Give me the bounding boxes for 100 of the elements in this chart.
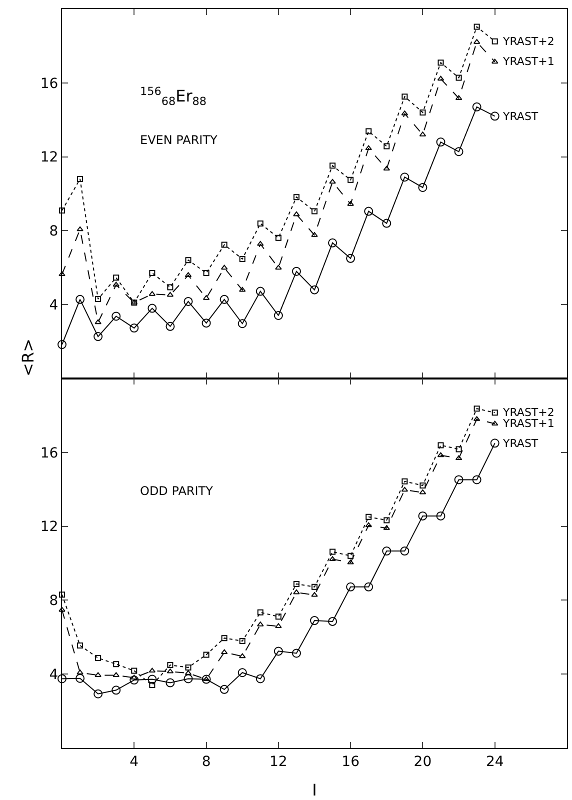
point (130, 324, 139, 333)
point (311, 232, 318, 237)
y-tick-label: 12 (40, 519, 58, 536)
point (130, 674, 138, 680)
point (456, 74, 462, 81)
point (202, 318, 211, 328)
point (328, 238, 338, 248)
point (292, 266, 301, 276)
point (402, 94, 408, 100)
point (112, 672, 120, 677)
point (148, 668, 156, 673)
point (328, 616, 338, 626)
point (311, 592, 318, 597)
y-tick-label: 12 (40, 150, 58, 166)
point (492, 410, 498, 416)
y-tick-label: 4 (49, 298, 58, 314)
point (94, 689, 103, 698)
point (292, 648, 301, 658)
point (490, 112, 500, 121)
point (293, 211, 300, 216)
point (257, 622, 264, 626)
point (474, 24, 480, 30)
x-tick-label: 8 (202, 754, 211, 770)
point (76, 226, 84, 232)
point (437, 76, 444, 81)
point (256, 674, 265, 684)
point (112, 312, 121, 321)
point (77, 642, 84, 648)
point (364, 206, 374, 216)
point (310, 285, 319, 294)
point (274, 311, 283, 320)
x-tick-label: 4 (130, 754, 139, 770)
point (472, 102, 482, 112)
point (76, 674, 85, 683)
point (275, 264, 282, 270)
point (454, 475, 464, 484)
point (329, 556, 336, 561)
point (58, 340, 66, 350)
point (58, 606, 66, 612)
point (330, 162, 336, 169)
series-label: YRAST (502, 437, 538, 450)
point (346, 254, 356, 263)
point (113, 661, 120, 668)
point (203, 652, 210, 658)
point (420, 109, 426, 116)
point (203, 270, 210, 276)
point (382, 546, 392, 556)
point (491, 58, 498, 64)
point (185, 664, 192, 670)
point (95, 655, 102, 662)
point (382, 218, 392, 228)
point (365, 145, 372, 150)
point (438, 60, 444, 66)
point (238, 653, 246, 658)
point (400, 172, 410, 182)
point (437, 452, 444, 458)
point (149, 682, 156, 688)
point (239, 256, 246, 262)
point (149, 270, 156, 276)
point (220, 294, 229, 304)
series-label: YRAST+2 (502, 35, 554, 48)
point (76, 294, 85, 304)
point (455, 455, 462, 460)
point (59, 208, 65, 214)
point (293, 589, 300, 594)
point (95, 296, 102, 302)
point (330, 548, 336, 555)
point (94, 319, 102, 324)
point (456, 446, 462, 452)
point (491, 420, 498, 426)
point (274, 646, 283, 656)
point (346, 582, 356, 592)
point (58, 674, 66, 684)
point (185, 257, 192, 264)
point (76, 670, 84, 674)
point (383, 166, 390, 171)
point (348, 176, 354, 183)
point (167, 284, 174, 290)
x-tick-label: 24 (486, 754, 504, 770)
annotation: ODD PARITY (140, 484, 214, 498)
series-label: YRAST+2 (502, 406, 554, 419)
point (364, 582, 374, 592)
x-tick-label: 20 (414, 754, 432, 770)
y-tick-label: 4 (49, 667, 58, 683)
point (492, 38, 498, 44)
point (94, 332, 103, 342)
point (238, 319, 247, 328)
point (94, 672, 102, 677)
point (329, 178, 336, 184)
point (59, 592, 65, 598)
point (419, 489, 426, 494)
point (112, 686, 121, 695)
point (166, 322, 175, 331)
point (184, 674, 193, 684)
point (347, 560, 354, 564)
y-tick-label: 16 (40, 76, 58, 92)
point (366, 128, 372, 134)
point (474, 406, 480, 412)
point (312, 208, 318, 214)
point (58, 271, 66, 276)
